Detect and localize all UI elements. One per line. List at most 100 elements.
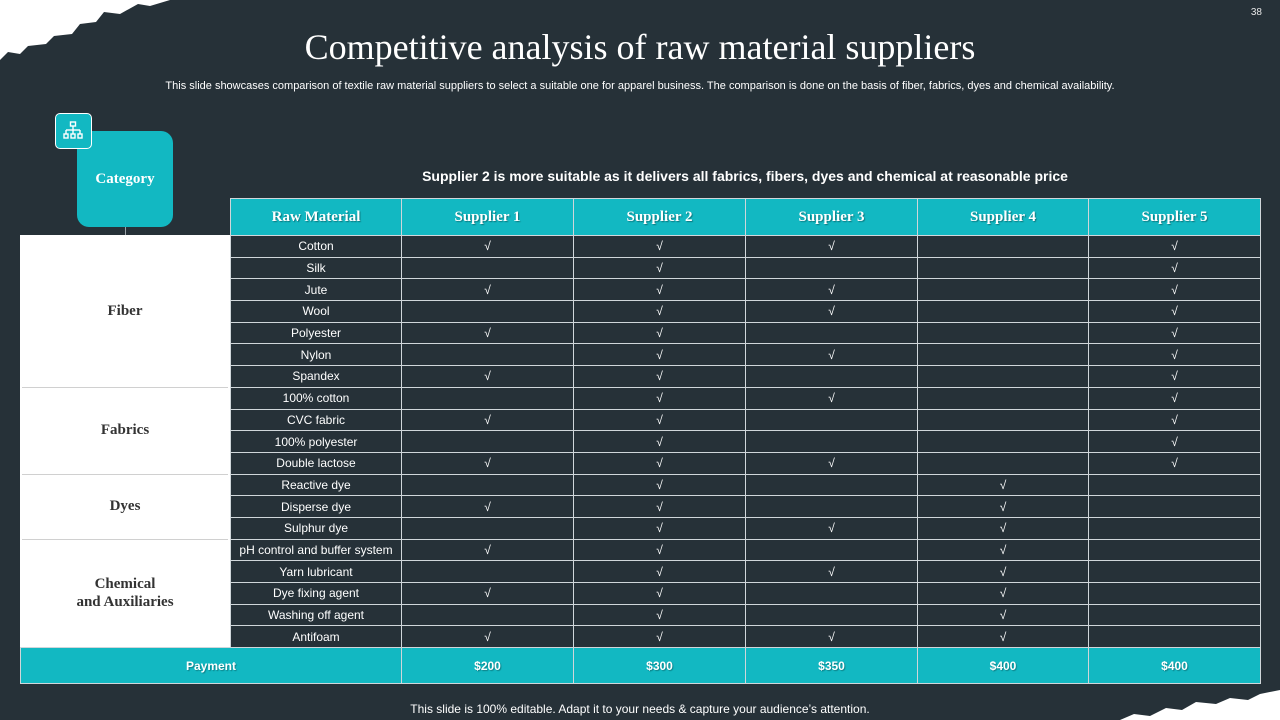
supplier-2-cell: √	[573, 256, 746, 280]
supplier-3-cell	[745, 321, 918, 345]
check-mark: √	[1171, 456, 1178, 471]
category-divider	[22, 473, 228, 475]
supplier-1-cell: √	[401, 365, 574, 388]
check-mark: √	[656, 434, 663, 449]
check-mark: √	[656, 369, 663, 384]
payment-row: Payment $200 $300 $350 $400 $400	[20, 647, 1261, 684]
check-mark: √	[828, 521, 835, 536]
category-label: Fiber	[107, 302, 143, 319]
check-mark: √	[656, 586, 663, 601]
payment-supplier-2: $300	[573, 647, 746, 684]
supplier-2-cell: √	[573, 538, 746, 562]
supplier-3-cell: √	[745, 516, 918, 540]
supplier-5-cell	[1088, 495, 1261, 518]
check-mark: √	[999, 586, 1007, 601]
check-mark: √	[1171, 304, 1178, 319]
page-subtitle: This slide showcases comparison of texti…	[165, 80, 1115, 92]
supplier-1-cell	[401, 473, 574, 497]
supplier-2-cell: √	[573, 603, 746, 627]
check-mark: √	[999, 521, 1007, 536]
check-mark: √	[1171, 434, 1178, 449]
category-divider	[22, 538, 228, 540]
torn-paper-decoration-bottom	[1120, 690, 1280, 720]
check-mark: √	[484, 542, 491, 557]
supplier-5-cell	[1088, 625, 1261, 649]
supplier-2-cell: √	[573, 343, 746, 367]
table-row: Antifoam √ √ √ √	[230, 625, 1261, 649]
check-mark: √	[999, 477, 1007, 492]
check-mark: √	[656, 347, 663, 362]
category-label: Chemical and Auxiliaries	[76, 575, 174, 610]
check-mark: √	[1171, 239, 1178, 254]
material-cell: Disperse dye	[230, 495, 402, 518]
supplier-2-cell: √	[573, 321, 746, 345]
check-mark: √	[656, 477, 663, 492]
table-row: Double lactose √ √ √ √	[230, 451, 1261, 475]
supplier-2-cell: √	[573, 235, 746, 258]
supplier-4-cell	[917, 451, 1089, 475]
page-title: Competitive analysis of raw material sup…	[304, 27, 976, 67]
material-cell: Washing off agent	[230, 603, 402, 627]
header-supplier-2: Supplier 2	[573, 198, 746, 236]
check-mark: √	[656, 239, 663, 254]
material-cell: CVC fabric	[230, 408, 402, 432]
supplier-4-cell	[917, 408, 1089, 432]
supplier-1-cell	[401, 516, 574, 540]
table-row: CVC fabric √ √ √	[230, 408, 1261, 432]
supplier-3-cell	[745, 408, 918, 432]
table-row: 100% cotton √ √ √	[230, 386, 1261, 410]
supplier-2-cell: √	[573, 365, 746, 388]
supplier-5-cell: √	[1088, 235, 1261, 258]
material-cell: Jute	[230, 278, 402, 302]
check-mark: √	[828, 391, 835, 406]
supplier-1-cell	[401, 300, 574, 323]
supplier-1-cell: √	[401, 582, 574, 605]
supplier-1-cell	[401, 343, 574, 367]
table-row: Jute √ √ √ √	[230, 278, 1261, 302]
check-mark: √	[484, 282, 491, 297]
supplier-2-cell: √	[573, 560, 746, 583]
supplier-3-cell	[745, 365, 918, 388]
check-mark: √	[999, 629, 1007, 644]
supplier-4-cell	[917, 235, 1089, 258]
check-mark: √	[828, 282, 835, 297]
supplier-3-cell: √	[745, 278, 918, 302]
supplier-2-cell: √	[573, 495, 746, 518]
supplier-1-cell: √	[401, 278, 574, 302]
supplier-4-cell: √	[917, 582, 1089, 605]
torn-paper-decoration-top	[0, 0, 170, 60]
table-row: 100% polyester √ √	[230, 430, 1261, 453]
table-row: Cotton √ √ √ √	[230, 235, 1261, 258]
material-cell: Dye fixing agent	[230, 582, 402, 605]
supplier-2-cell: √	[573, 473, 746, 497]
supplier-4-cell	[917, 256, 1089, 280]
table-row: Disperse dye √ √ √	[230, 495, 1261, 518]
supplier-5-cell	[1088, 560, 1261, 583]
table-row: Sulphur dye √ √ √	[230, 516, 1261, 540]
header-supplier-3: Supplier 3	[745, 198, 918, 236]
header-supplier-1: Supplier 1	[401, 198, 574, 236]
supplier-5-cell: √	[1088, 365, 1261, 388]
supplier-2-cell: √	[573, 386, 746, 410]
supplier-4-cell	[917, 321, 1089, 345]
supplier-3-cell	[745, 430, 918, 453]
check-mark: √	[1171, 347, 1178, 362]
supplier-4-cell	[917, 278, 1089, 302]
supplier-3-cell	[745, 256, 918, 280]
check-mark: √	[656, 412, 663, 427]
payment-supplier-5: $400	[1088, 647, 1261, 684]
check-mark: √	[656, 542, 663, 557]
category-label: Fabrics	[100, 422, 150, 439]
check-mark: √	[484, 369, 491, 384]
material-cell: Silk	[230, 256, 402, 280]
table-row: Nylon √ √ √	[230, 343, 1261, 367]
material-cell: Antifoam	[230, 625, 402, 649]
supplier-5-cell	[1088, 473, 1261, 497]
supplier-1-cell	[401, 560, 574, 583]
check-mark: √	[484, 412, 491, 427]
check-mark: √	[484, 456, 491, 471]
check-mark: √	[828, 304, 835, 319]
category-divider	[22, 386, 228, 388]
check-mark: √	[656, 391, 663, 406]
supplier-1-cell	[401, 256, 574, 280]
